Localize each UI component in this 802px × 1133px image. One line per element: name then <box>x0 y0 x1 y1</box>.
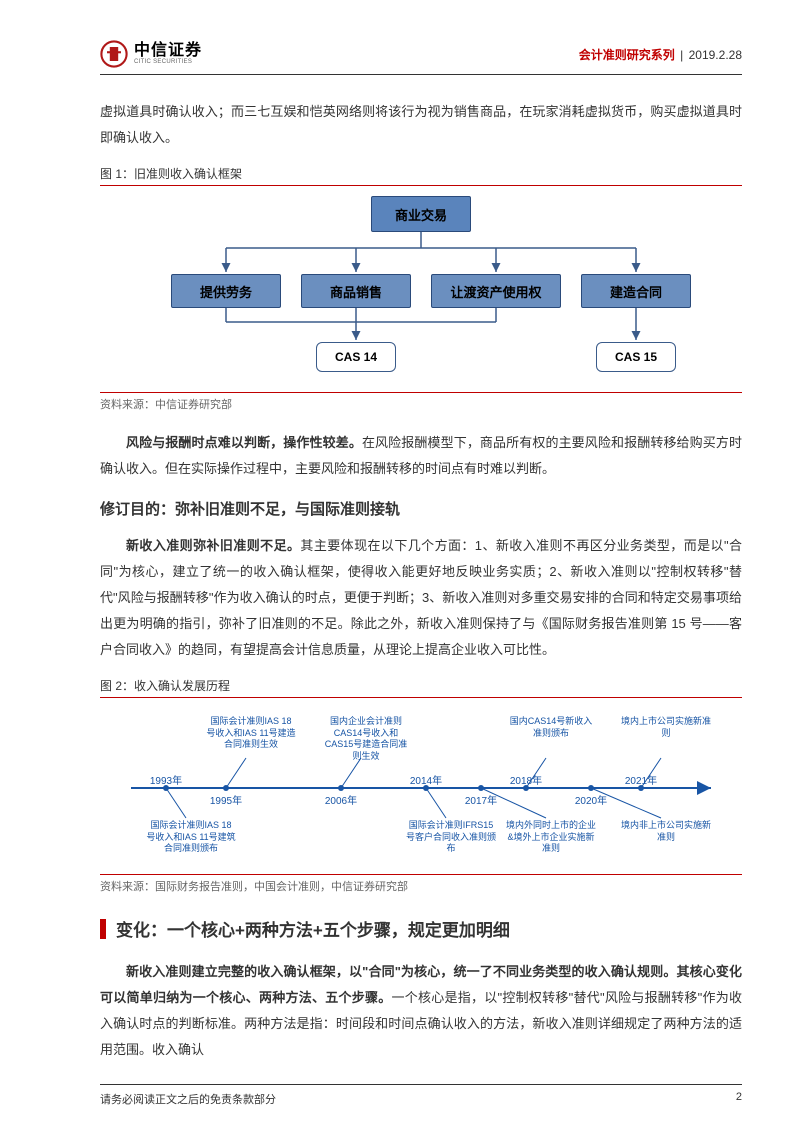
fig1-branch-2: 商品销售 <box>301 274 411 308</box>
para2-bold: 风险与报酬时点难以判断，操作性较差。 <box>126 435 362 450</box>
fig1-branch-3: 让渡资产使用权 <box>431 274 561 308</box>
tl-bot-1: 国际会计准则IAS 18号收入和IAS 11号建筑合同准则颁布 <box>146 820 236 855</box>
tl-top-1: 国际会计准则IAS 18号收入和IAS 11号建造合同准则生效 <box>206 716 296 751</box>
tl-year-2: 1995年 <box>206 792 246 807</box>
tl-year-5: 2017年 <box>461 792 501 807</box>
para3-bold: 新收入准则弥补旧准则不足。 <box>126 538 300 553</box>
tl-year-1: 1993年 <box>146 772 186 787</box>
tl-year-7: 2020年 <box>571 792 611 807</box>
logo-en: CITIC SECURITIES <box>134 59 202 65</box>
tl-year-3: 2006年 <box>321 792 361 807</box>
fig1-cas-2: CAS 15 <box>596 342 676 372</box>
para3-body: 其主要体现在以下几个方面：1、新收入准则不再区分业务类型，而是以"合同"为核心，… <box>100 538 742 657</box>
tl-year-8: 2021年 <box>621 772 661 787</box>
tl-bot-3: 境内外同时上市的企业&境外上市企业实施新准则 <box>506 820 596 855</box>
paragraph-4: 新收入准则建立完整的收入确认框架，以"合同"为核心，统一了不同业务类型的收入确认… <box>100 959 742 1063</box>
tl-top-4: 境内上市公司实施新准则 <box>621 716 711 739</box>
fig1-root: 商业交易 <box>371 196 471 232</box>
h1-bar-icon <box>100 919 106 939</box>
citic-logo-icon <box>100 40 128 68</box>
section-h1: 变化：一个核心+两种方法+五个步骤，规定更加明细 <box>116 916 510 941</box>
header-right: 会计准则研究系列 | 2019.2.28 <box>579 46 742 63</box>
paragraph-3: 新收入准则弥补旧准则不足。其主要体现在以下几个方面：1、新收入准则不再区分业务类… <box>100 533 742 663</box>
tl-top-2: 国内企业会计准则CAS14号收入和CAS15号建造合同准则生效 <box>321 716 411 763</box>
fig1-branch-4: 建造合同 <box>581 274 691 308</box>
fig1-branch-1: 提供劳务 <box>171 274 281 308</box>
figure-1: 商业交易 提供劳务 商品销售 让渡资产使用权 建造合同 CAS 14 CAS 1… <box>141 196 701 386</box>
header-date: 2019.2.28 <box>689 48 742 62</box>
header-series: 会计准则研究系列 <box>579 48 675 62</box>
logo: 中信证券 CITIC SECURITIES <box>100 40 202 68</box>
fig1-caption: 图 1：旧准则收入确认框架 <box>100 165 742 186</box>
page-header: 中信证券 CITIC SECURITIES 会计准则研究系列 | 2019.2.… <box>100 40 742 75</box>
figure-2: 1993年 1995年 2006年 2014年 2017年 2018年 2020… <box>111 708 731 868</box>
intro-paragraph: 虚拟道具时确认收入；而三七互娱和恺英网络则将该行为视为销售商品，在玩家消耗虚拟货… <box>100 99 742 151</box>
footer-disclaimer: 请务必阅读正文之后的免责条款部分 <box>100 1091 276 1107</box>
logo-cn: 中信证券 <box>134 43 202 59</box>
section-h2: 修订目的：弥补旧准则不足，与国际准则接轨 <box>100 498 742 519</box>
fig1-source: 资料来源：中信证券研究部 <box>100 392 742 412</box>
tl-year-6: 2018年 <box>506 772 546 787</box>
tl-bot-2: 国际会计准则IFRS15号客户合同收入准则颁布 <box>406 820 496 855</box>
fig2-source: 资料来源：国际财务报告准则，中国会计准则，中信证券研究部 <box>100 874 742 894</box>
fig2-caption: 图 2：收入确认发展历程 <box>100 677 742 698</box>
tl-bot-4: 境内非上市公司实施新准则 <box>621 820 711 843</box>
section-h1-block: 变化：一个核心+两种方法+五个步骤，规定更加明细 <box>100 916 742 941</box>
paragraph-2: 风险与报酬时点难以判断，操作性较差。在风险报酬模型下，商品所有权的主要风险和报酬… <box>100 430 742 482</box>
tl-year-4: 2014年 <box>406 772 446 787</box>
footer-page-number: 2 <box>736 1091 742 1107</box>
page-footer: 请务必阅读正文之后的免责条款部分 2 <box>100 1084 742 1107</box>
fig1-cas-1: CAS 14 <box>316 342 396 372</box>
tl-top-3: 国内CAS14号新收入准则颁布 <box>506 716 596 739</box>
